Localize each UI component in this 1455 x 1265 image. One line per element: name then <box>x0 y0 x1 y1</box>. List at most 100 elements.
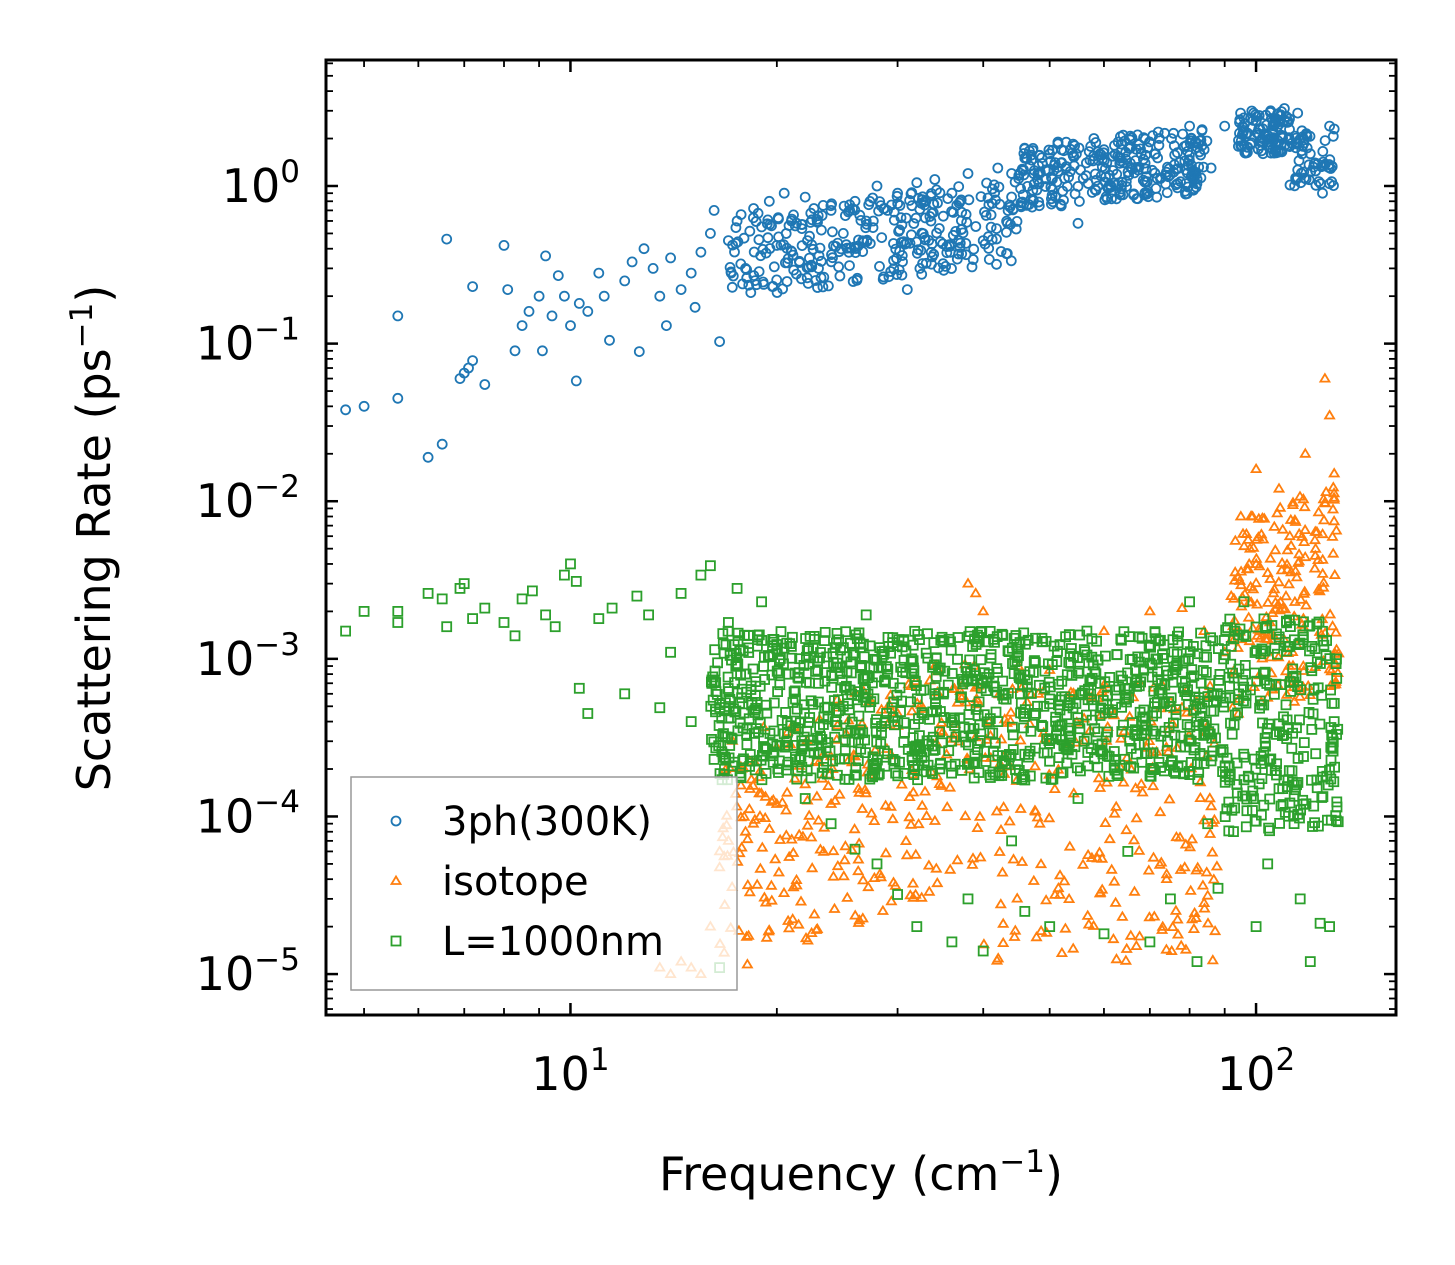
data-point-series-2 <box>819 635 830 646</box>
data-point-series-2 <box>833 705 844 717</box>
x-tick-label-exponent: 2 <box>1275 1042 1295 1078</box>
data-point-series-1 <box>1081 909 1094 920</box>
data-point-series-0 <box>1025 149 1037 161</box>
data-point-series-2 <box>1061 669 1073 681</box>
data-point-series-2 <box>1298 798 1309 810</box>
data-point-series-2 <box>1024 745 1036 757</box>
data-point-series-1 <box>1299 523 1312 534</box>
data-point-series-2 <box>685 716 697 727</box>
data-point-series-0 <box>735 258 747 270</box>
data-point-series-2 <box>736 692 747 704</box>
data-point-series-0 <box>1188 183 1199 195</box>
data-point-series-2 <box>1277 799 1289 810</box>
data-point-series-2 <box>973 767 985 778</box>
data-point-series-2 <box>1274 818 1285 829</box>
data-point-series-0 <box>834 270 846 282</box>
data-point-series-2 <box>1135 676 1146 688</box>
data-point-series-1 <box>1179 838 1192 849</box>
data-point-series-2 <box>665 646 676 658</box>
data-point-series-0 <box>1246 137 1257 149</box>
data-point-series-2 <box>1056 675 1068 687</box>
data-point-series-1 <box>977 938 990 949</box>
data-point-series-1 <box>1254 632 1267 643</box>
data-point-series-2 <box>1116 726 1128 737</box>
y-tick-label-base: 10 <box>196 947 255 1001</box>
data-point-series-1 <box>828 794 842 805</box>
data-point-series-2 <box>593 613 605 624</box>
y-tick-label-base: 10 <box>196 789 255 843</box>
y-axis-label-suffix: ) <box>67 285 121 303</box>
data-point-series-1 <box>1028 760 1042 771</box>
data-point-series-1 <box>1267 587 1280 598</box>
data-point-series-1 <box>801 819 814 830</box>
data-point-series-2 <box>1028 656 1040 668</box>
data-point-series-0 <box>942 193 954 205</box>
data-point-series-0 <box>983 253 995 265</box>
data-point-series-1 <box>1100 776 1113 787</box>
data-point-series-0 <box>855 214 867 226</box>
data-point-series-2 <box>739 629 750 641</box>
data-point-series-0 <box>991 258 1002 270</box>
y-axis-label-text: Scattering Rate (ps <box>67 348 121 791</box>
data-point-series-1 <box>973 810 986 821</box>
data-point-series-2 <box>1018 722 1029 734</box>
data-point-series-1 <box>1110 953 1123 964</box>
data-point-series-0 <box>786 213 798 225</box>
data-point-series-2 <box>1192 758 1203 770</box>
data-point-series-1 <box>738 810 751 821</box>
x-tick-label: 102 <box>1217 1042 1295 1101</box>
data-point-series-1 <box>1175 939 1188 950</box>
data-point-series-1 <box>1331 666 1344 677</box>
data-point-series-2 <box>1124 735 1136 747</box>
data-point-series-2 <box>422 588 434 599</box>
data-point-series-0 <box>953 234 964 246</box>
legend-marker-boundary <box>390 935 402 947</box>
data-point-series-2 <box>1064 697 1076 708</box>
data-point-series-2 <box>887 754 899 765</box>
data-point-series-1 <box>1110 800 1123 811</box>
data-point-series-2 <box>1273 631 1285 643</box>
data-point-series-2 <box>1269 688 1280 700</box>
data-point-series-0 <box>867 215 879 227</box>
data-point-series-2 <box>1045 774 1057 785</box>
data-point-series-2 <box>606 602 618 614</box>
data-point-series-1 <box>886 812 899 824</box>
data-point-series-1 <box>1008 930 1021 941</box>
data-point-series-1 <box>839 840 852 851</box>
data-point-series-2 <box>909 718 921 730</box>
data-point-series-2 <box>774 679 786 691</box>
data-point-series-1 <box>740 930 753 941</box>
data-point-series-2 <box>783 668 795 680</box>
data-point-series-0 <box>857 235 868 247</box>
data-point-series-1 <box>1194 791 1207 802</box>
data-point-series-2 <box>1092 726 1104 738</box>
data-point-series-1 <box>857 874 870 885</box>
data-point-series-2 <box>1156 678 1167 689</box>
data-point-series-2 <box>991 631 1003 642</box>
data-point-series-2 <box>1234 623 1246 635</box>
data-point-series-2 <box>731 658 743 669</box>
data-point-series-2 <box>882 748 893 760</box>
data-point-series-2 <box>729 677 740 688</box>
y-axis-label: Scattering Rate (ps−1) <box>64 285 121 792</box>
data-point-series-2 <box>859 684 870 696</box>
data-point-series-0 <box>812 282 823 293</box>
data-point-series-1 <box>916 799 929 810</box>
data-point-series-2 <box>1081 625 1093 637</box>
data-point-series-2 <box>867 771 878 783</box>
data-point-series-2 <box>799 793 811 804</box>
data-point-series-2 <box>1043 658 1054 670</box>
data-point-series-0 <box>1146 164 1158 176</box>
data-point-series-0 <box>743 279 755 291</box>
data-point-series-2 <box>1136 632 1148 644</box>
data-point-series-2 <box>1098 928 1110 940</box>
data-point-series-0 <box>1002 205 1014 217</box>
data-point-series-2 <box>880 715 892 726</box>
data-point-series-1 <box>1016 855 1029 866</box>
data-point-series-2 <box>705 560 716 572</box>
data-point-series-1 <box>1317 576 1330 587</box>
data-point-series-1 <box>909 888 922 899</box>
data-point-series-1 <box>1129 782 1142 793</box>
data-point-series-2 <box>907 655 919 667</box>
data-point-series-1 <box>1317 581 1330 592</box>
